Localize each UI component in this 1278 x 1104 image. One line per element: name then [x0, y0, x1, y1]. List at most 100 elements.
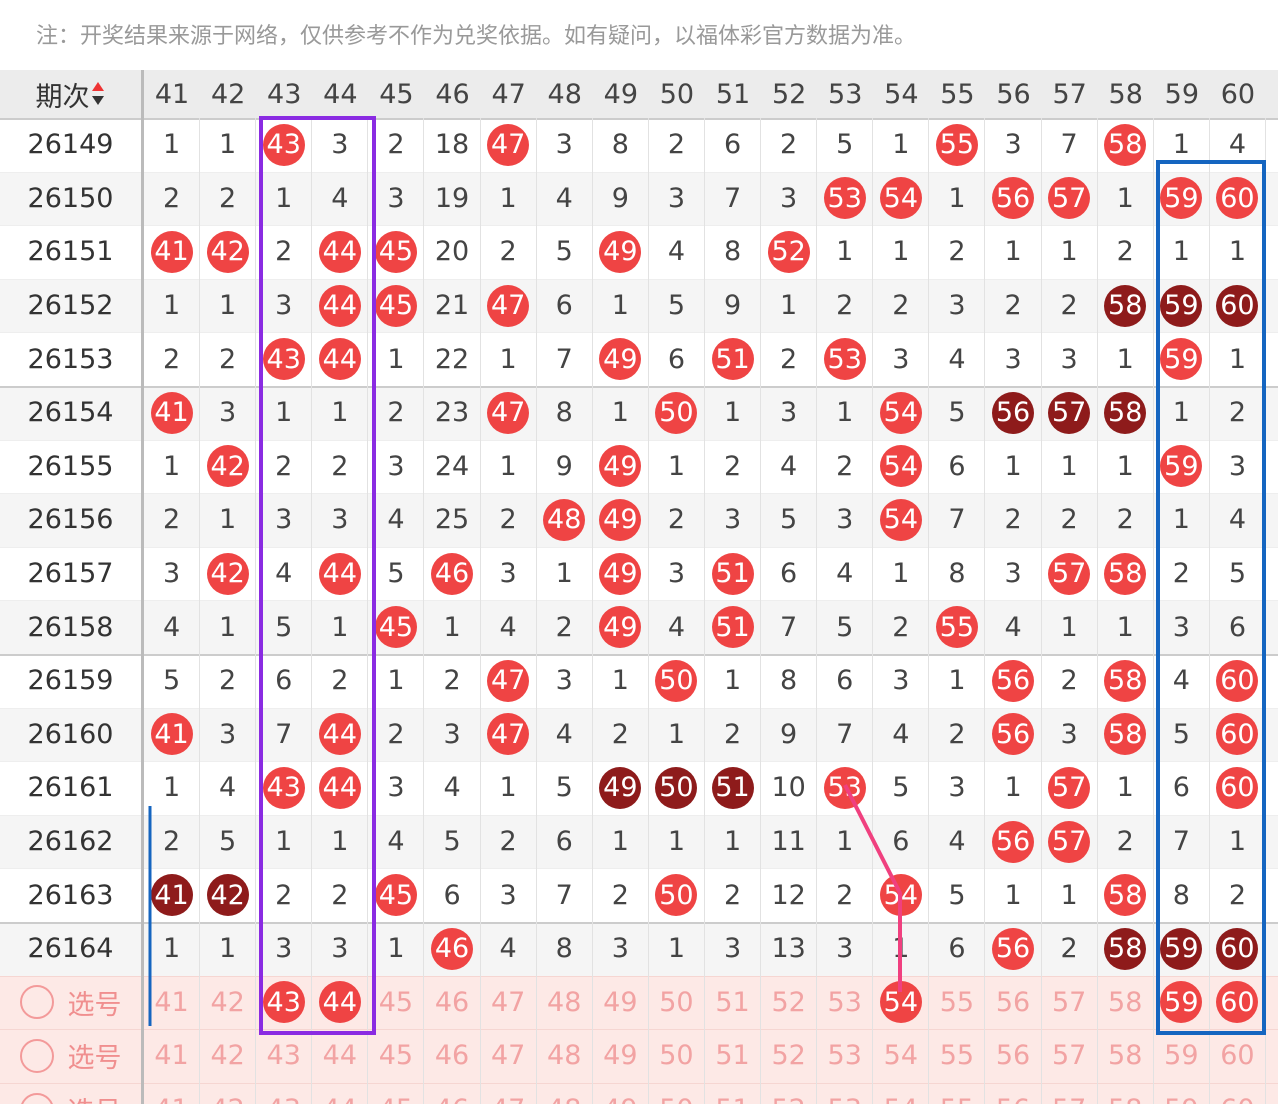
ball: 56 — [992, 391, 1035, 434]
cell: 58 — [1098, 868, 1154, 922]
cell: 49 — [593, 332, 649, 386]
cell: 54 — [873, 1082, 930, 1104]
ball: 41 — [150, 874, 193, 917]
cell: 1 — [144, 439, 201, 494]
select-label: 选号 — [67, 989, 122, 1021]
cell: 1 — [593, 654, 649, 708]
ball: 60 — [1216, 659, 1259, 702]
cell: 58 — [1098, 118, 1154, 172]
cell: 58 — [1098, 386, 1154, 440]
ball: 58 — [1104, 552, 1147, 595]
cell: 42 — [200, 439, 257, 494]
cell: 1 — [200, 493, 257, 547]
cell: 48 — [537, 1082, 593, 1104]
cell: 4 — [986, 600, 1042, 654]
column-header: 48 — [547, 78, 582, 110]
select-row-bg — [0, 1029, 1278, 1083]
ball: 42 — [206, 230, 249, 273]
cell: 59 — [1154, 278, 1210, 333]
cell: 56 — [986, 1082, 1042, 1104]
ball: 55 — [935, 606, 978, 649]
cell: 2 — [817, 868, 874, 922]
select-button[interactable]: 选号 — [0, 1082, 144, 1104]
header-bg — [0, 70, 1278, 118]
ball: 47 — [487, 123, 530, 166]
cell: 2 — [873, 278, 930, 333]
cell: 59 — [1154, 1082, 1210, 1104]
cell: 3 — [986, 546, 1042, 601]
cell: 50 — [649, 1029, 705, 1083]
cell: 44 — [312, 546, 369, 601]
ball: 51 — [711, 766, 754, 809]
period-header[interactable]: 期次 — [0, 70, 144, 118]
cell: 43 — [256, 975, 313, 1030]
cell: 1 — [425, 600, 481, 654]
cell: 1 — [1098, 761, 1154, 815]
ball: 58 — [1104, 713, 1147, 756]
cell: 49 — [593, 1029, 649, 1083]
cell: 6 — [537, 278, 593, 333]
cell: 3 — [368, 171, 425, 226]
cell: 41 — [144, 707, 201, 762]
cell: 4 — [368, 814, 425, 869]
select-button[interactable]: 选号 — [0, 1029, 144, 1083]
cell: 6 — [256, 654, 313, 708]
cell: 7 — [929, 493, 986, 547]
cell: 1 — [1098, 171, 1154, 226]
cell: 9 — [705, 278, 762, 333]
cell: 3 — [649, 546, 705, 601]
cell: 3 — [312, 493, 369, 547]
cell: 42 — [200, 225, 257, 279]
cell: 49 — [593, 225, 649, 279]
cell: 2 — [200, 654, 257, 708]
cell: 2 — [256, 225, 313, 279]
cell: 7 — [256, 707, 313, 762]
cell: 1 — [368, 922, 425, 976]
ball: 43 — [262, 123, 305, 166]
cell: 8 — [593, 118, 649, 172]
cell: 4 — [761, 439, 818, 494]
cell: 55 — [929, 600, 986, 654]
cell: 1 — [593, 386, 649, 440]
select-label: 选号 — [68, 1090, 122, 1104]
cell: 1 — [705, 386, 762, 440]
cell: 1 — [256, 814, 313, 869]
cell: 2 — [929, 707, 986, 762]
cell: 1 — [256, 171, 313, 226]
cell: 2 — [761, 118, 818, 172]
cell: 2 — [200, 332, 257, 386]
cell: 1 — [256, 386, 313, 440]
cell: 49 — [593, 439, 649, 494]
column-header: 51 — [715, 78, 751, 110]
ball: 45 — [374, 874, 417, 917]
ball: 44 — [318, 713, 361, 756]
cell: 1 — [144, 118, 201, 172]
period: 26155 — [0, 439, 144, 494]
cell: 43 — [256, 118, 313, 172]
cell: 44 — [312, 1029, 369, 1083]
select-button[interactable]: 选号 — [0, 975, 144, 1030]
ball: 44 — [318, 230, 361, 273]
cell: 2 — [986, 278, 1042, 333]
cell: 3 — [200, 707, 257, 762]
cell: 4 — [481, 600, 537, 654]
period: 26158 — [0, 600, 144, 654]
cell: 4 — [256, 546, 313, 601]
ball: 49 — [599, 606, 642, 649]
cell: 42 — [200, 1029, 257, 1083]
ball: 59 — [1160, 981, 1203, 1024]
cell: 2 — [705, 707, 762, 762]
cell: 3 — [817, 922, 874, 976]
row-bg — [0, 922, 1278, 976]
cell: 6 — [929, 922, 986, 976]
cell: 44 — [312, 975, 369, 1030]
cell: 2 — [481, 225, 537, 279]
cell: 2 — [649, 118, 705, 172]
ball: 54 — [879, 874, 922, 917]
cell: 11 — [761, 814, 818, 869]
ball: 58 — [1104, 874, 1147, 917]
ball: 54 — [879, 391, 922, 434]
cell: 46 — [425, 546, 481, 601]
cell: 7 — [817, 707, 874, 762]
cell: 8 — [761, 654, 818, 708]
